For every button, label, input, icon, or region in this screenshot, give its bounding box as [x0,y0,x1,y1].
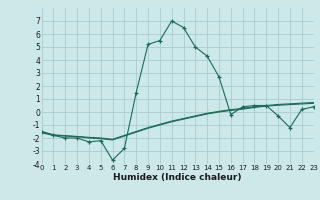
X-axis label: Humidex (Indice chaleur): Humidex (Indice chaleur) [113,173,242,182]
